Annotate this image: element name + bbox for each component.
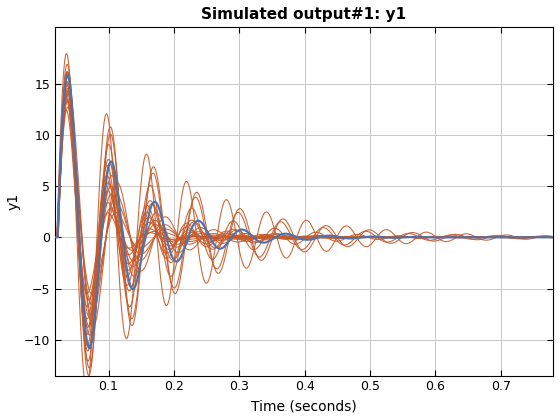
Y-axis label: y1: y1 xyxy=(7,193,21,210)
Title: Simulated output#1: y1: Simulated output#1: y1 xyxy=(202,7,407,22)
X-axis label: Time (seconds): Time (seconds) xyxy=(251,399,357,413)
